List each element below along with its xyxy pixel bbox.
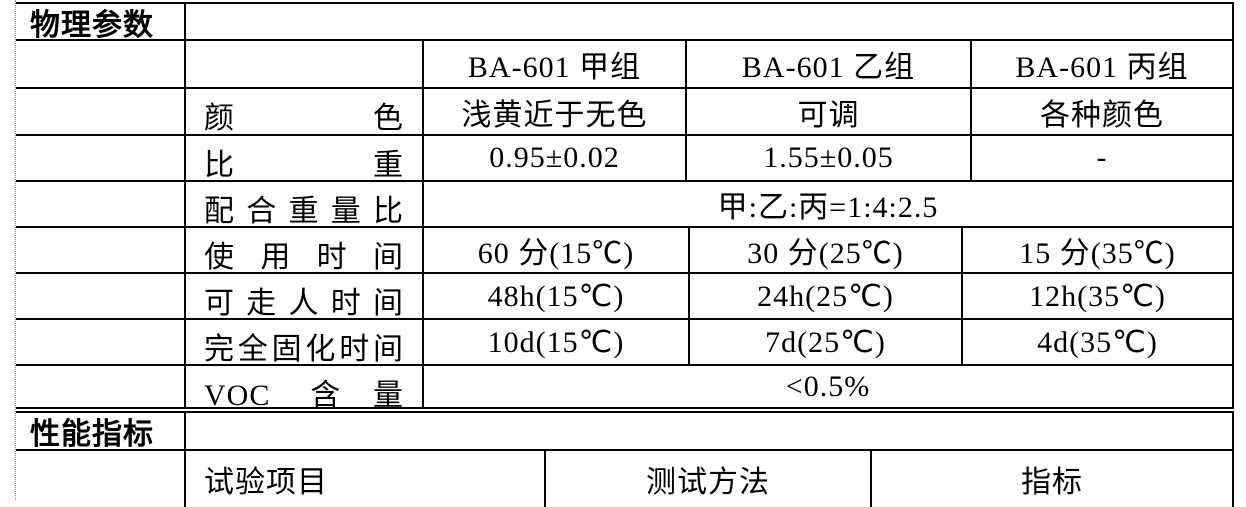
performance-column-header-row: 试验项目 测试方法 指标	[16, 451, 1232, 507]
value-pot-life-15c: 60 分(15℃)	[424, 228, 690, 272]
empty-cell	[16, 228, 186, 272]
empty-cell	[186, 41, 424, 87]
table-row-full-cure-time: 完全固化时间 10d(15℃) 7d(25℃) 4d(35℃)	[16, 320, 1232, 366]
table-row-specific-gravity: 比重 0.95±0.02 1.55±0.05 -	[16, 136, 1232, 182]
row-label-text: 颜色	[204, 102, 404, 134]
row-label-color: 颜色	[186, 89, 424, 134]
empty-cell	[16, 89, 186, 134]
row-label-full-cure-time: 完全固化时间	[186, 320, 424, 364]
value-pot-life-25c: 30 分(25℃)	[690, 228, 963, 272]
table-row-mix-ratio: 配合重量比 甲:乙:丙=1:4:2.5	[16, 182, 1232, 228]
product-group-header-row: BA-601 甲组 BA-601 乙组 BA-601 丙组	[16, 41, 1232, 89]
value-color-group-b: 可调	[687, 89, 972, 134]
row-label-text: 比重	[204, 149, 404, 180]
value-walkable-15c: 48h(15℃)	[424, 274, 690, 318]
empty-cell	[186, 4, 1232, 39]
section-header-row-performance: 性能指标	[16, 413, 1232, 451]
section-header-row-physical: 物理参数	[16, 4, 1232, 41]
column-header-test-method: 测试方法	[546, 451, 872, 507]
row-label-text: 完全固化时间	[204, 333, 404, 364]
column-header-test-item: 试验项目	[186, 451, 546, 507]
table-row-voc-content: VOC 含量 <0.5%	[16, 366, 1232, 409]
column-header-index: 指标	[1021, 466, 1083, 499]
empty-cell	[16, 366, 186, 407]
physical-parameters-table: 物理参数 BA-601 甲组 BA-601 乙组 BA-601 丙组 颜色 浅黄…	[16, 2, 1234, 409]
section-title-physical: 物理参数	[16, 4, 186, 39]
row-label-walkable-time: 可走人时间	[186, 274, 424, 318]
row-label-pot-life: 使用时间	[186, 228, 424, 272]
value-color-group-c: 各种颜色	[1040, 98, 1164, 132]
value-mix-ratio-merged: 甲:乙:丙=1:4:2.5	[717, 191, 939, 224]
table-row-pot-life: 使用时间 60 分(15℃) 30 分(25℃) 15 分(35℃)	[16, 228, 1232, 274]
empty-cell	[16, 451, 186, 507]
value-color-group-a: 浅黄近于无色	[424, 89, 687, 134]
empty-cell	[16, 136, 186, 180]
column-header-group-a: BA-601 甲组	[424, 41, 687, 87]
empty-cell	[186, 413, 1232, 449]
value-walkable-25c: 24h(25℃)	[690, 274, 963, 318]
empty-cell	[16, 41, 186, 87]
value-full-cure-15c: 10d(15℃)	[424, 320, 690, 364]
text-boundary-guide-line	[15, 0, 16, 500]
section-title-performance: 性能指标	[16, 413, 186, 449]
value-pot-life-35c: 15 分(35℃)	[1019, 237, 1176, 270]
row-label-voc-content: VOC 含量	[186, 366, 424, 407]
value-gravity-group-a: 0.95±0.02	[424, 136, 687, 180]
value-gravity-group-b: 1.55±0.05	[687, 136, 972, 180]
table-row-color: 颜色 浅黄近于无色 可调 各种颜色	[16, 89, 1232, 136]
performance-indicators-table: 性能指标 试验项目 测试方法 指标	[16, 411, 1234, 507]
empty-cell	[16, 274, 186, 318]
value-walkable-35c: 12h(35℃)	[1029, 279, 1166, 313]
row-label-text: VOC 含量	[204, 379, 404, 407]
column-header-group-b: BA-601 乙组	[687, 41, 972, 87]
row-label-text: 使用时间	[204, 241, 404, 272]
column-header-group-c: BA-601 丙组	[1015, 51, 1189, 84]
empty-cell	[16, 320, 186, 364]
row-label-text: 配合重量比	[204, 195, 404, 226]
value-voc-merged: <0.5%	[785, 369, 871, 403]
value-gravity-group-c: -	[1096, 141, 1108, 174]
value-full-cure-25c: 7d(25℃)	[690, 320, 963, 364]
row-label-mix-ratio: 配合重量比	[186, 182, 424, 226]
row-label-text: 可走人时间	[204, 287, 404, 318]
value-full-cure-35c: 4d(35℃)	[1037, 325, 1158, 359]
table-row-walkable-time: 可走人时间 48h(15℃) 24h(25℃) 12h(35℃)	[16, 274, 1232, 320]
empty-cell	[16, 182, 186, 226]
row-label-specific-gravity: 比重	[186, 136, 424, 180]
